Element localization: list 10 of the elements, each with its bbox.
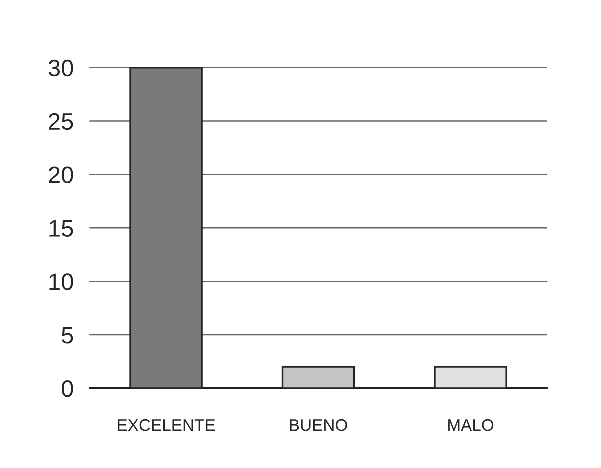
y-tick-label: 15 bbox=[50, 220, 74, 237]
y-tick-label: 5 bbox=[62, 327, 74, 344]
x-tick-label: MALO bbox=[448, 419, 494, 432]
x-tick-label: BUENO bbox=[290, 419, 348, 432]
y-tick-label: 20 bbox=[49, 166, 74, 184]
y-tick-label: 30 bbox=[48, 60, 74, 77]
y-tick-label: 0 bbox=[62, 380, 74, 398]
x-tick-label: EXCELENTE bbox=[118, 419, 216, 432]
y-tick-label: 25 bbox=[49, 113, 74, 130]
y-tick-label: 10 bbox=[50, 274, 74, 290]
